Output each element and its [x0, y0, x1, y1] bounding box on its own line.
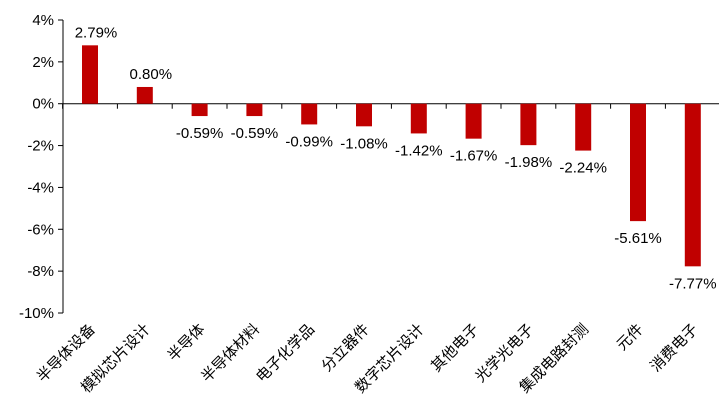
category-label: 电子化学品 — [252, 320, 318, 386]
category-label: 分立器件 — [318, 320, 373, 375]
bar-6 — [356, 103, 372, 127]
data-label: -2.24% — [559, 160, 607, 177]
bar-11 — [630, 103, 646, 222]
category-label: 元件 — [613, 320, 647, 354]
data-label: -5.61% — [614, 230, 662, 247]
data-label: -1.98% — [505, 154, 553, 171]
category-label: 其他电子 — [427, 320, 482, 375]
y-tick-label: -6% — [27, 221, 54, 238]
data-label: 2.79% — [75, 24, 118, 41]
bar-5 — [301, 103, 318, 125]
bar-12 — [684, 103, 701, 267]
data-label: 0.80% — [130, 66, 173, 83]
y-tick-label: 0% — [32, 96, 54, 113]
y-tick-label: 4% — [32, 12, 54, 29]
data-label: -1.67% — [450, 148, 498, 165]
y-tick-label: -4% — [27, 179, 54, 196]
category-label: 半导体材料 — [197, 320, 263, 386]
y-tick-label: -8% — [27, 263, 54, 280]
category-label: 半导体 — [164, 320, 209, 365]
bar-1 — [82, 45, 98, 104]
y-tick-label: -2% — [27, 138, 54, 155]
bar-4 — [246, 103, 263, 117]
bar-7 — [410, 103, 427, 134]
y-tick-label: 2% — [32, 54, 54, 71]
bar-9 — [520, 103, 537, 146]
data-label: -0.59% — [231, 125, 279, 142]
bar-3 — [191, 103, 208, 117]
data-label: -1.08% — [340, 135, 388, 152]
data-label: -1.42% — [395, 142, 443, 159]
category-label: 消费电子 — [646, 320, 701, 375]
data-label: -0.99% — [285, 133, 333, 150]
data-label: -0.59% — [176, 125, 224, 142]
y-tick-label: -10% — [19, 305, 54, 322]
bar-2 — [136, 86, 153, 104]
bar-8 — [465, 103, 482, 139]
bar-10 — [575, 103, 592, 151]
data-label: -7.77% — [669, 275, 717, 292]
